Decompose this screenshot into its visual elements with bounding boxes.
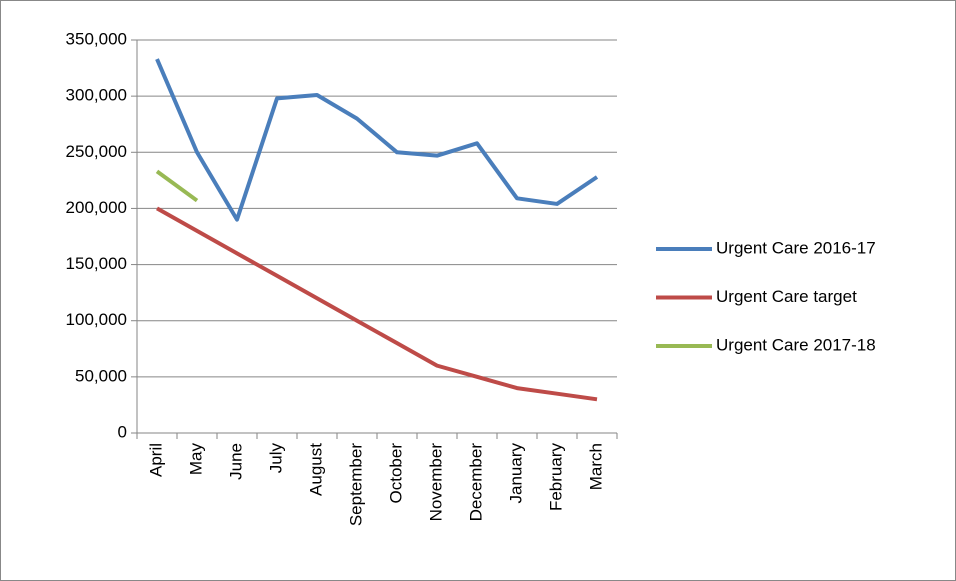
x-tick-label: August xyxy=(306,443,325,496)
series-line xyxy=(155,58,599,222)
y-tick-label: 150,000 xyxy=(66,254,127,273)
legend-label: Urgent Care 2016-17 xyxy=(716,238,876,257)
y-tick-label: 200,000 xyxy=(66,198,127,217)
series-line xyxy=(156,206,598,402)
y-tick-label: 250,000 xyxy=(66,142,127,161)
legend-label: Urgent Care 2017-18 xyxy=(716,335,876,354)
x-tick-label: June xyxy=(226,443,245,480)
x-tick-label: January xyxy=(506,443,525,504)
y-tick-label: 100,000 xyxy=(66,310,127,329)
y-tick-label: 50,000 xyxy=(75,366,127,385)
x-tick-label: May xyxy=(186,443,205,476)
legend-label: Urgent Care target xyxy=(716,287,857,306)
x-tick-label: February xyxy=(546,443,565,512)
y-tick-label: 350,000 xyxy=(66,29,127,48)
x-tick-label: December xyxy=(466,443,485,522)
x-tick-label: April xyxy=(146,443,165,477)
x-tick-label: October xyxy=(386,443,405,504)
x-tick-label: March xyxy=(586,443,605,490)
y-tick-label: 300,000 xyxy=(66,86,127,105)
series-line xyxy=(155,169,199,203)
x-tick-label: November xyxy=(426,443,445,522)
y-tick-label: 0 xyxy=(118,422,127,441)
x-tick-label: July xyxy=(266,443,285,474)
x-tick-label: September xyxy=(346,443,365,526)
